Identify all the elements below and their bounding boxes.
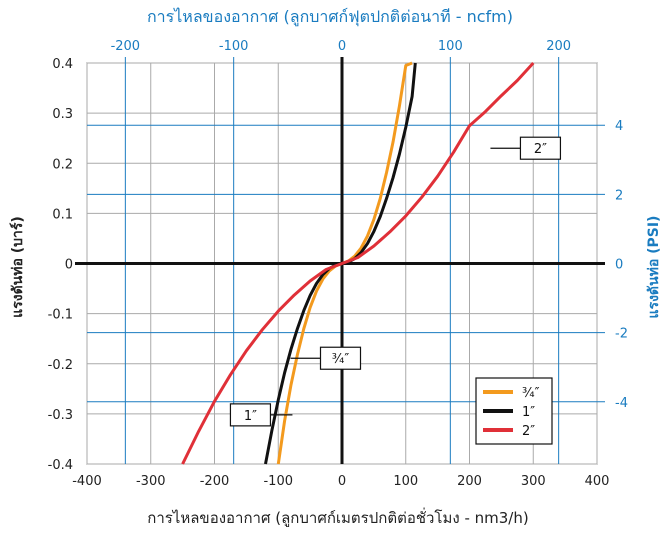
y-tick-label: 0.2: [52, 157, 73, 172]
x-tick-label: -100: [263, 474, 293, 489]
x-tick-label: 300: [521, 474, 546, 489]
y-tick-label: -0.2: [48, 358, 73, 373]
annotation-box: [229, 403, 272, 427]
x2-tick-label: 100: [438, 39, 463, 54]
y-tick-label: 0.1: [52, 207, 73, 222]
chart-title: การไหลของอากาศ (ลูกบาศก์ฟุตปกติต่อนาที -…: [147, 7, 513, 27]
x2-tick-label: 200: [546, 39, 571, 54]
legend: ¾″ 1″ 2″: [475, 377, 553, 445]
x2-tick-label: -100: [219, 39, 249, 54]
annotation-label: ¾″: [332, 352, 350, 367]
y-tick-label: 0.4: [52, 57, 73, 72]
annotation-box: [319, 346, 362, 370]
y-tick-label: 0: [65, 258, 73, 273]
annotations: 2″ ¾″ 1″: [229, 136, 562, 427]
series-lines: [181, 61, 535, 465]
y2-tick-label: 0: [615, 258, 623, 273]
annotation-label: 1″: [244, 409, 257, 424]
y2-tick-label: 4: [615, 119, 623, 134]
tick-labels: -400 -300 -200 -100 0 100 200 300 400-0.4-0.3-0.…: [48, 39, 628, 489]
y-tick-label: -0.3: [48, 408, 73, 423]
legend-label: 2″: [522, 424, 535, 439]
x-tick-label: 0: [338, 474, 346, 489]
x2-tick-label: 0: [338, 39, 346, 54]
x-tick-label: 200: [457, 474, 482, 489]
x-axis-label: การไหลของอากาศ (ลูกบาศก์เมตรปกติต่อชั่วโ…: [147, 507, 528, 527]
y2-tick-label: -4: [615, 396, 628, 411]
y-tick-label: -0.4: [48, 458, 73, 473]
series-line-2: [181, 61, 535, 465]
y-tick-label: -0.1: [48, 308, 73, 323]
y2-tick-label: 2: [615, 188, 623, 203]
y2-tick-label: -2: [615, 327, 628, 342]
annotation-label: 2″: [534, 142, 547, 157]
x-tick-label: -200: [200, 474, 230, 489]
legend-label: 1″: [522, 405, 535, 420]
annotation-box: [519, 136, 562, 160]
x-tick-label: -400: [72, 474, 102, 489]
legend-label: ¾″: [522, 386, 540, 401]
y-axis-label: แรงดันท่อ (บาร์): [9, 216, 26, 318]
x2-tick-label: -200: [111, 39, 141, 54]
x-tick-label: -300: [136, 474, 166, 489]
x-tick-label: 400: [585, 474, 610, 489]
y2-axis-label: แรงดันท่อ (PSI): [646, 216, 662, 319]
y-tick-label: 0.3: [52, 107, 73, 122]
x-tick-label: 100: [393, 474, 418, 489]
